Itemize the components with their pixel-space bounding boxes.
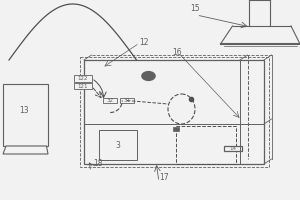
- Text: 121: 121: [77, 84, 88, 88]
- Text: 14: 14: [229, 146, 236, 151]
- Polygon shape: [3, 146, 48, 154]
- Polygon shape: [74, 75, 92, 82]
- Polygon shape: [99, 130, 136, 160]
- Text: 31: 31: [123, 98, 130, 103]
- Text: 16: 16: [172, 48, 182, 57]
- Text: 17: 17: [159, 173, 169, 182]
- Text: 12: 12: [140, 38, 149, 47]
- Polygon shape: [224, 146, 242, 151]
- Text: 32: 32: [107, 98, 114, 103]
- Polygon shape: [103, 98, 117, 103]
- Text: 3: 3: [115, 141, 120, 150]
- Polygon shape: [74, 83, 92, 89]
- Polygon shape: [120, 98, 134, 103]
- Circle shape: [142, 72, 155, 80]
- Polygon shape: [172, 127, 178, 131]
- Text: 15: 15: [190, 4, 200, 13]
- Text: 122: 122: [77, 76, 88, 81]
- Text: 13: 13: [19, 106, 29, 114]
- Text: 18: 18: [93, 159, 103, 168]
- Polygon shape: [3, 84, 48, 146]
